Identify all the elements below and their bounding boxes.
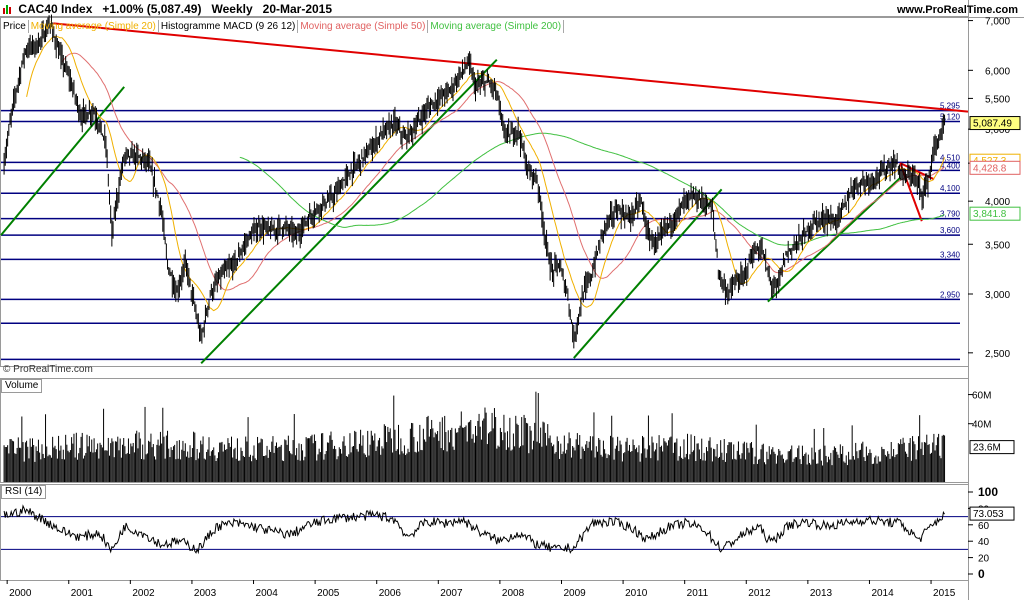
trendline bbox=[573, 188, 723, 359]
website-link[interactable]: www.ProRealTime.com bbox=[896, 4, 1018, 16]
timeframe[interactable]: Weekly bbox=[211, 2, 253, 16]
trendline bbox=[200, 59, 498, 365]
legend-ma200[interactable]: Moving average (Simple 200) bbox=[428, 20, 565, 33]
instrument-title: CAC40 Index bbox=[18, 2, 93, 16]
last-value-tag-text: 5,087.49 bbox=[973, 119, 1012, 130]
last-value-tag-text: 4,428.8 bbox=[973, 163, 1007, 174]
rsi-y-tick-label: 100 bbox=[978, 485, 998, 499]
level-label: 3,340 bbox=[940, 250, 961, 259]
x-tick-label: 2000 bbox=[9, 588, 32, 599]
volume-y-tick-label: 40M bbox=[972, 420, 991, 431]
level-label: 4,400 bbox=[940, 161, 961, 170]
volume-bars bbox=[3, 391, 946, 482]
x-tick-label: 2002 bbox=[132, 588, 155, 599]
panel-frame bbox=[0, 16, 969, 367]
x-tick-label: 2011 bbox=[687, 588, 709, 599]
trendline bbox=[767, 177, 901, 303]
trendline bbox=[53, 22, 969, 113]
price-change: +1.00% (5,087.49) bbox=[102, 2, 202, 16]
x-tick-label: 2005 bbox=[317, 588, 340, 599]
level-label: 5,295 bbox=[940, 102, 961, 111]
rsi-line bbox=[3, 504, 945, 555]
price-y-tick-label: 3,500 bbox=[985, 240, 1010, 251]
volume-last-tag-box bbox=[969, 440, 1015, 455]
price-y-tick-label: 4,000 bbox=[985, 197, 1010, 208]
price-bars bbox=[3, 14, 946, 349]
rsi-y-tick-label: 20 bbox=[978, 554, 990, 565]
volume-last-tag: 23.6M bbox=[973, 443, 1001, 454]
x-tick-label: 2009 bbox=[563, 588, 586, 599]
legend-ma50[interactable]: Moving average (Simple 50) bbox=[298, 20, 429, 33]
x-tick-label: 2015 bbox=[933, 588, 956, 599]
price-y-tick-label: 2,500 bbox=[985, 349, 1010, 360]
legend-macd[interactable]: Histogramme MACD (9 26 12) bbox=[159, 20, 299, 33]
rsi-y-tick-label: 0 bbox=[978, 567, 985, 581]
last-value-tag: 3,841.8 bbox=[969, 206, 1021, 221]
x-tick-label: 2006 bbox=[379, 588, 402, 599]
last-value-tag-box bbox=[969, 206, 1021, 221]
level-label: 3,600 bbox=[940, 226, 961, 235]
x-tick-label: 2001 bbox=[71, 588, 94, 599]
price-y-tick-label: 6,000 bbox=[985, 66, 1010, 77]
rsi-last-tag: 73.053 bbox=[973, 509, 1004, 520]
price-y-tick-label: 3,000 bbox=[985, 290, 1010, 301]
x-tick-label: 2003 bbox=[194, 588, 217, 599]
trendline bbox=[899, 162, 935, 181]
x-tick-label: 2012 bbox=[748, 588, 771, 599]
level-label: 5,120 bbox=[940, 113, 961, 122]
prorealtime-logo-icon bbox=[2, 3, 12, 14]
last-value-tag-box bbox=[969, 116, 1021, 131]
price-y-tick-label: 7,000 bbox=[985, 17, 1010, 28]
level-label: 4,100 bbox=[940, 184, 961, 193]
volume-panel-title[interactable]: Volume bbox=[1, 379, 43, 393]
x-tick-label: 2004 bbox=[256, 588, 279, 599]
level-label: 3,790 bbox=[940, 210, 961, 219]
x-tick-label: 2008 bbox=[502, 588, 525, 599]
legend-price[interactable]: Price bbox=[1, 20, 29, 33]
rsi-y-tick-label: 60 bbox=[978, 521, 990, 532]
x-tick-label: 2013 bbox=[810, 588, 833, 599]
indicator-legend: Price Moving average (Simple 20) Histogram… bbox=[1, 20, 565, 33]
ma50-line bbox=[61, 52, 945, 291]
volume-y-tick-label: 60M bbox=[972, 391, 991, 402]
x-tick-label: 2007 bbox=[440, 588, 463, 599]
last-value-tag-text: 3,841.8 bbox=[973, 209, 1007, 220]
x-tick-label: 2014 bbox=[871, 588, 894, 599]
rsi-panel-title[interactable]: RSI (14) bbox=[1, 485, 47, 499]
copyright-text: © ProRealTime.com bbox=[3, 364, 93, 375]
ma200-line bbox=[239, 132, 945, 246]
chart-date: 20-Mar-2015 bbox=[262, 2, 333, 16]
level-label: 4,510 bbox=[940, 153, 961, 162]
rsi-last-tag-box bbox=[969, 506, 1015, 521]
x-tick-label: 2010 bbox=[625, 588, 648, 599]
last-value-tag-box bbox=[969, 160, 1021, 175]
price-y-tick-label: 5,000 bbox=[985, 125, 1010, 136]
ma20-line bbox=[26, 35, 945, 312]
last-value-tag: 4,428.8 bbox=[969, 160, 1021, 175]
last-value-tag: 5,087.49 bbox=[969, 116, 1021, 131]
rsi-y-tick-label: 40 bbox=[978, 537, 990, 548]
legend-ma20[interactable]: Moving average (Simple 20) bbox=[29, 20, 159, 33]
level-label: 2,950 bbox=[940, 290, 961, 299]
price-y-tick-label: 5,500 bbox=[985, 94, 1010, 105]
chart-header: CAC40 Index +1.00% (5,087.49) Weekly 20-… bbox=[2, 2, 332, 16]
trendline bbox=[0, 86, 125, 236]
